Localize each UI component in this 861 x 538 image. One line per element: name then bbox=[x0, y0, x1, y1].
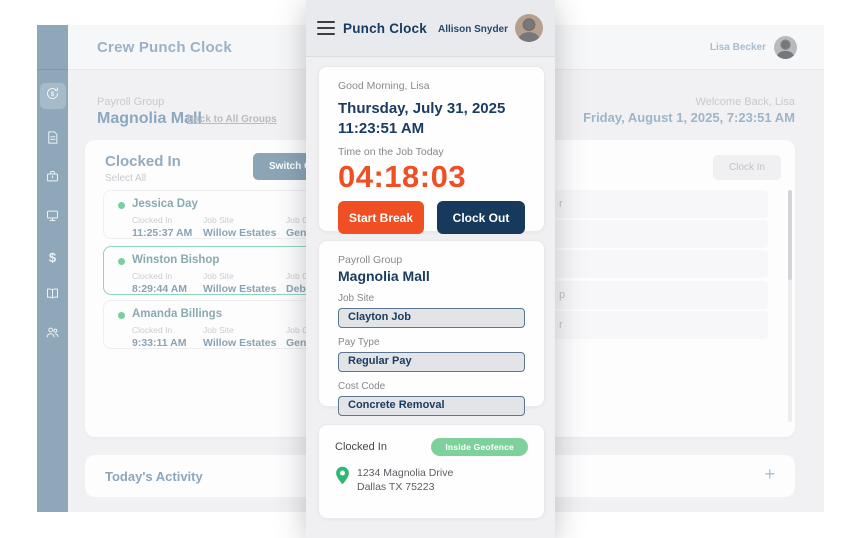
menu-icon[interactable] bbox=[317, 21, 335, 35]
user-name: Lisa Becker bbox=[709, 42, 766, 53]
monitor-icon bbox=[45, 208, 60, 228]
mobile-user-avatar[interactable] bbox=[515, 14, 543, 42]
mobile-user-name: Allison Snyder bbox=[437, 24, 508, 35]
activity-title: Today's Activity bbox=[105, 469, 203, 484]
select-all-toggle[interactable]: Select All bbox=[105, 173, 147, 184]
mobile-title: Punch Clock bbox=[343, 21, 427, 36]
sidebar-item-reports[interactable] bbox=[40, 283, 66, 309]
pay-type-label: Pay Type bbox=[338, 337, 380, 348]
scrollbar-track bbox=[788, 190, 792, 422]
sidebar-item-crew[interactable] bbox=[40, 322, 66, 348]
col-label: Job C bbox=[286, 271, 309, 281]
document-icon bbox=[45, 130, 60, 150]
users-icon bbox=[45, 325, 60, 345]
page-title: Crew Punch Clock bbox=[97, 39, 232, 56]
clocked-in-time: 11:25:37 AM bbox=[132, 227, 193, 239]
mobile-punch-clock-panel: Punch Clock Allison Snyder Good Morning,… bbox=[306, 0, 555, 538]
job-timer: 04:18:03 bbox=[338, 159, 467, 194]
svg-text:$: $ bbox=[51, 91, 55, 98]
job-code: Gene bbox=[286, 227, 313, 239]
current-date: Thursday, July 31, 2025 bbox=[338, 100, 506, 117]
back-to-all-groups-link[interactable]: Back to All Groups bbox=[187, 114, 277, 125]
job-site: Willow Estates bbox=[203, 337, 277, 349]
employee-name: Jessica Day bbox=[132, 198, 198, 210]
user-avatar[interactable] bbox=[774, 36, 797, 59]
greeting-text: Good Morning, Lisa bbox=[338, 80, 430, 92]
employee-name: Winston Bishop bbox=[132, 254, 220, 266]
current-time: 11:23:51 AM bbox=[338, 119, 425, 137]
clocked-in-time: 8:29:44 AM bbox=[132, 283, 188, 295]
job-site-select[interactable]: Clayton Job bbox=[338, 308, 525, 328]
col-label: Clocked In bbox=[132, 325, 173, 335]
col-label: Job C bbox=[286, 325, 309, 335]
clocked-in-status: Clocked In bbox=[335, 441, 387, 453]
sidebar-item-payroll[interactable]: $ bbox=[40, 244, 66, 270]
time-on-job-label: Time on the Job Today bbox=[338, 146, 444, 158]
payroll-group-name: Magnolia Mall bbox=[97, 110, 202, 127]
job-site: Willow Estates bbox=[203, 283, 277, 295]
employee-name: Amanda Billings bbox=[132, 308, 223, 320]
job-code: Debri bbox=[286, 283, 313, 295]
payroll-group-name: Magnolia Mall bbox=[338, 268, 430, 284]
mobile-header: Punch Clock Allison Snyder bbox=[306, 0, 555, 57]
sidebar-item-jobs[interactable] bbox=[40, 166, 66, 192]
clocked-in-time: 9:33:11 AM bbox=[132, 337, 187, 349]
sidebar-header bbox=[37, 25, 68, 70]
address-line-2: Dallas TX 75223 bbox=[357, 481, 435, 494]
geofence-badge: Inside Geofence bbox=[431, 438, 528, 456]
payroll-group-label: Payroll Group bbox=[97, 96, 165, 108]
payroll-group-label: Payroll Group bbox=[338, 254, 403, 266]
payroll-group-card: Payroll Group Magnolia Mall Job Site Cla… bbox=[318, 240, 545, 416]
add-icon[interactable]: + bbox=[764, 464, 775, 484]
job-site-label: Job Site bbox=[338, 293, 375, 304]
pay-type-select[interactable]: Regular Pay bbox=[338, 352, 525, 372]
location-card: Clocked In Inside Geofence 1234 Magnolia… bbox=[318, 424, 545, 519]
clock-out-button[interactable]: Clock Out bbox=[437, 201, 525, 234]
sync-dollar-icon: $ bbox=[45, 86, 60, 106]
col-label: Job Site bbox=[203, 215, 234, 225]
clock-in-button[interactable]: Clock In bbox=[713, 155, 781, 180]
job-code: Gene bbox=[286, 337, 313, 349]
book-icon bbox=[45, 286, 60, 306]
col-label: Job C bbox=[286, 215, 309, 225]
dollar-icon: $ bbox=[48, 249, 57, 265]
col-label: Clocked In bbox=[132, 271, 173, 281]
status-dot-icon bbox=[118, 258, 125, 265]
desktop-datetime: Friday, August 1, 2025, 7:23:51 AM bbox=[583, 110, 795, 125]
sidebar: $ bbox=[37, 25, 68, 512]
sidebar-item-documents[interactable] bbox=[40, 127, 66, 153]
col-label: Clocked In bbox=[132, 215, 173, 225]
start-break-button[interactable]: Start Break bbox=[338, 201, 425, 234]
status-dot-icon bbox=[118, 312, 125, 319]
sidebar-item-kiosk[interactable] bbox=[40, 205, 66, 231]
col-label: Job Site bbox=[203, 271, 234, 281]
scrollbar-thumb[interactable] bbox=[788, 190, 792, 280]
location-pin-icon bbox=[336, 466, 349, 485]
welcome-text: Welcome Back, Lisa bbox=[695, 96, 795, 108]
greeting-card: Good Morning, Lisa Thursday, July 31, 20… bbox=[318, 66, 545, 234]
cost-code-select[interactable]: Concrete Removal bbox=[338, 396, 525, 416]
panel-title: Clocked In bbox=[105, 153, 181, 170]
address-line-1: 1234 Magnolia Drive bbox=[357, 467, 454, 479]
col-label: Job Site bbox=[203, 325, 234, 335]
job-site: Willow Estates bbox=[203, 227, 277, 239]
status-dot-icon bbox=[118, 202, 125, 209]
sidebar-item-punch-clock[interactable]: $ bbox=[39, 83, 66, 109]
cost-code-label: Cost Code bbox=[338, 381, 386, 392]
briefcase-icon bbox=[45, 169, 60, 189]
